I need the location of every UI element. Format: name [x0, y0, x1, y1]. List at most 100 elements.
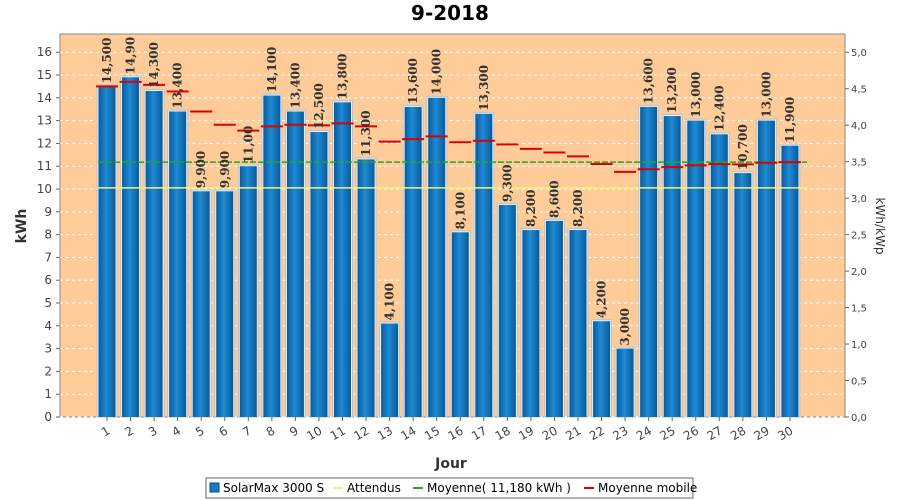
y2-tick-label: 2,5	[851, 231, 867, 242]
y-tick-label: 10	[37, 182, 52, 196]
x-tick-label: 12	[351, 423, 371, 443]
y2-tick-label: 2,0	[851, 267, 867, 278]
y2-tick-label: 1,5	[851, 304, 867, 315]
bar	[263, 95, 281, 417]
bar	[545, 220, 563, 417]
bar	[640, 106, 658, 417]
x-tick-label: 20	[540, 423, 560, 443]
x-tick-label: 30	[775, 423, 795, 443]
data-label: 10,700	[736, 124, 750, 170]
bar	[781, 145, 799, 418]
bar	[98, 86, 116, 418]
bar	[145, 90, 163, 417]
data-label: 13,200	[665, 67, 679, 113]
x-tick-label: 23	[610, 423, 630, 443]
x-tick-label: 27	[705, 423, 725, 443]
data-label: 8,200	[524, 189, 538, 227]
x-tick-label: 9	[287, 423, 301, 439]
y-tick-label: 8	[44, 228, 52, 242]
data-label: 13,400	[171, 63, 185, 109]
bar	[428, 97, 446, 417]
x-tick-label: 13	[375, 423, 395, 443]
bar	[216, 191, 234, 417]
x-tick-label: 16	[446, 423, 466, 443]
x-tick-label: 3	[146, 423, 160, 439]
bar	[381, 323, 399, 417]
data-label: 9,900	[194, 151, 208, 189]
x-tick-label: 6	[217, 423, 231, 439]
y-tick-label: 14	[37, 91, 52, 105]
data-label: 3,000	[618, 308, 632, 346]
y2-tick-label: 3,0	[851, 194, 867, 205]
y-tick-label: 12	[37, 136, 52, 150]
x-tick-label: 18	[493, 423, 513, 443]
data-label: 13,000	[689, 72, 703, 118]
bar	[569, 230, 587, 417]
data-label: 14,500	[100, 37, 114, 83]
y-tick-label: 7	[44, 250, 52, 264]
x-tick-label: 26	[681, 423, 701, 443]
bar	[169, 111, 187, 417]
data-label: 13,800	[336, 53, 350, 99]
y-tick-label: 13	[37, 114, 52, 128]
bar	[593, 321, 611, 417]
bar	[734, 173, 752, 417]
data-label: 4,200	[595, 281, 609, 319]
data-label: 9,300	[500, 164, 514, 202]
data-label: 14,100	[265, 47, 279, 93]
y2-tick-label: 3,5	[851, 158, 867, 169]
data-label: 13,000	[759, 72, 773, 118]
data-label: 11,900	[783, 97, 797, 143]
plot-area: 0123456789101112131415160,00,51,01,52,02…	[37, 33, 867, 443]
data-label: 9,900	[218, 151, 232, 189]
legend: SolarMax 3000 S Attendus Moyenne( 11,180 k…	[205, 477, 697, 499]
data-label: 13,600	[406, 58, 420, 104]
bar	[334, 102, 351, 418]
data-label: 13,300	[477, 65, 491, 111]
x-tick-label: 5	[193, 423, 207, 439]
legend-label: Attendus	[347, 481, 401, 495]
bar	[687, 120, 705, 417]
y-tick-label: 9	[44, 205, 52, 219]
legend-label: SolarMax 3000 S	[223, 481, 324, 495]
data-label: 13,400	[288, 63, 302, 109]
y-tick-label: 6	[44, 273, 52, 287]
x-tick-label: 25	[657, 423, 677, 443]
data-label: 14,90	[124, 37, 138, 75]
bar	[451, 232, 469, 417]
y2-tick-label: 0,0	[851, 413, 867, 424]
x-axis-label: Jour	[434, 456, 467, 472]
y-tick-label: 3	[44, 342, 52, 356]
data-label: 8,200	[571, 189, 585, 227]
x-tick-label: 21	[563, 423, 583, 443]
y2-tick-label: 4,0	[851, 121, 867, 132]
data-label: 8,100	[453, 192, 467, 230]
y2-axis-label: kWh/kWp	[873, 198, 887, 255]
y-tick-label: 4	[44, 319, 52, 333]
x-tick-label: 10	[304, 423, 324, 443]
x-tick-label: 7	[240, 423, 254, 439]
legend-label: Moyenne( 11,180 kWh )	[427, 481, 571, 495]
bar	[122, 77, 140, 417]
x-tick-label: 22	[587, 423, 607, 443]
y-tick-label: 2	[44, 364, 52, 378]
bar	[286, 111, 304, 417]
y-tick-label: 15	[37, 68, 52, 82]
bar	[192, 191, 210, 417]
x-tick-label: 19	[516, 423, 536, 443]
x-tick-label: 17	[469, 423, 489, 443]
bar	[404, 106, 422, 417]
data-label: 12,400	[712, 85, 726, 131]
y2-tick-label: 4,5	[851, 85, 867, 96]
bar	[616, 348, 634, 417]
data-label: 11,00	[241, 126, 255, 164]
y-tick-label: 16	[37, 45, 52, 59]
legend-box	[205, 477, 694, 499]
bar	[522, 230, 540, 417]
bar	[663, 116, 681, 418]
legend-swatch	[209, 482, 220, 493]
bar	[357, 159, 375, 417]
bar	[710, 134, 728, 418]
y-tick-label: 0	[44, 410, 52, 424]
